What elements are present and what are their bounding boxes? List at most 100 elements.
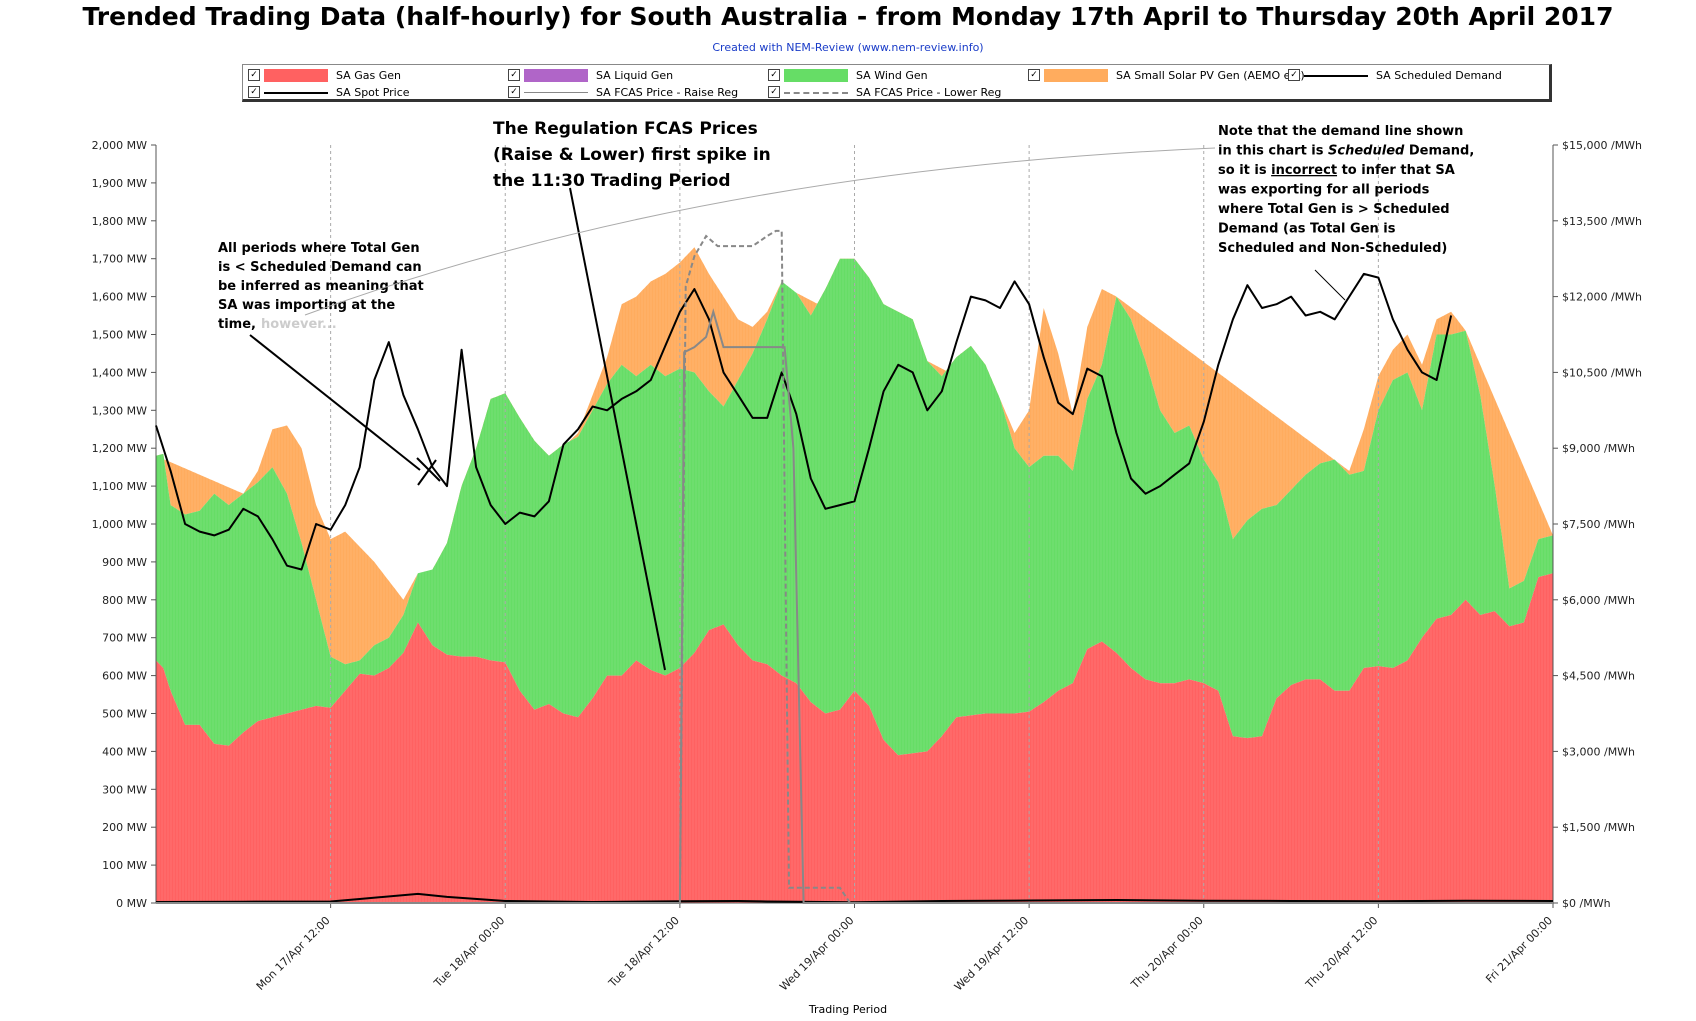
x-tick-label: Tue 18/Apr 00:00 xyxy=(431,914,508,991)
legend-swatch xyxy=(1304,69,1368,82)
legend-checkbox[interactable]: ✓ xyxy=(1028,69,1040,81)
annotation-note: Scheduled and Non-Scheduled) xyxy=(1218,241,1447,256)
annotation-importing: is < Scheduled Demand can xyxy=(218,260,422,275)
y-left-tick-label: 900 MW xyxy=(102,556,147,569)
annotation-importing-arrow xyxy=(249,334,421,471)
y-left-tick-label: 1,700 MW xyxy=(92,253,147,266)
legend-swatch xyxy=(264,68,328,82)
legend-item[interactable]: ✓ SA FCAS Price - Raise Reg xyxy=(508,84,738,100)
annotation-importing: be inferred as meaning that xyxy=(218,279,424,294)
legend-label: SA Scheduled Demand xyxy=(1376,68,1502,82)
annotation-note: was exporting for all periods xyxy=(1218,183,1430,198)
annotation-fcas-spike: the 11:30 Trading Period xyxy=(493,171,731,191)
legend-item[interactable]: ✓ SA Liquid Gen xyxy=(508,67,673,83)
y-left-tick-label: 1,200 MW xyxy=(92,442,147,455)
y-right-tick-label: $15,000 /MWh xyxy=(1562,139,1642,152)
legend-label: SA Gas Gen xyxy=(336,68,401,82)
x-tick-label: Wed 19/Apr 00:00 xyxy=(777,914,856,993)
series-line-fcas-raise xyxy=(156,308,1553,904)
y-left-tick-label: 1,400 MW xyxy=(92,366,147,379)
y-left-tick-label: 700 MW xyxy=(102,632,147,645)
y-left-tick-label: 300 MW xyxy=(102,783,147,796)
annotation-importing: time, xyxy=(218,317,256,332)
y-left-tick-label: 1,600 MW xyxy=(92,291,147,304)
y-right-tick-label: $1,500 /MWh xyxy=(1562,821,1635,834)
legend-swatch xyxy=(784,86,848,99)
annotation-note: Note that the demand line shown xyxy=(1218,124,1463,139)
annotation-importing: SA was importing at the xyxy=(218,298,395,313)
legend-checkbox[interactable]: ✓ xyxy=(508,86,520,98)
series-area-gas xyxy=(156,573,1553,903)
y-left-tick-label: 100 MW xyxy=(102,859,147,872)
legend-item[interactable]: ✓ SA Wind Gen xyxy=(768,67,928,83)
y-right-tick-label: $12,000 /MWh xyxy=(1562,291,1642,304)
series-line-demand xyxy=(155,272,1453,571)
chart-title: Trended Trading Data (half-hourly) for S… xyxy=(82,2,1614,31)
y-right-tick-label: $9,000 /MWh xyxy=(1562,442,1635,455)
legend-label: SA Liquid Gen xyxy=(596,68,674,82)
y-left-tick-label: 600 MW xyxy=(102,670,147,683)
x-tick-label: Thu 20/Apr 12:00 xyxy=(1303,914,1381,992)
y-left-tick-label: 200 MW xyxy=(102,821,147,834)
x-axis-label: Trading Period xyxy=(808,1003,888,1016)
y-right-tick-label: $6,000 /MWh xyxy=(1562,594,1635,607)
series-line-spot-price xyxy=(155,892,1554,904)
y-left-tick-label: 1,900 MW xyxy=(92,177,147,190)
annotation-importing: All periods where Total Gen xyxy=(218,241,420,256)
y-left-tick-label: 800 MW xyxy=(102,594,147,607)
y-right-tick-label: $10,500 /MWh xyxy=(1562,366,1642,379)
legend-checkbox[interactable]: ✓ xyxy=(248,86,260,98)
y-left-tick-label: 1,300 MW xyxy=(92,404,147,417)
y-right-tick-label: $3,000 /MWh xyxy=(1562,745,1635,758)
y-right-tick-label: $4,500 /MWh xyxy=(1562,670,1635,683)
y-left-tick-label: 1,000 MW xyxy=(92,518,147,531)
y-right-tick-label: $7,500 /MWh xyxy=(1562,518,1635,531)
legend-label: SA FCAS Price - Lower Reg xyxy=(856,85,1002,99)
annotation-importing-tail: however... xyxy=(261,317,337,332)
annotation-note: so it is incorrect to infer that SA xyxy=(1218,163,1455,178)
y-left-tick-label: 1,500 MW xyxy=(92,329,147,342)
legend-item[interactable]: ✓ SA FCAS Price - Lower Reg xyxy=(768,84,1001,100)
legend-item[interactable]: ✓ SA Scheduled Demand xyxy=(1288,67,1502,83)
legend-checkbox[interactable]: ✓ xyxy=(508,69,520,81)
y-left-tick-label: 1,100 MW xyxy=(92,480,147,493)
x-tick-label: Thu 20/Apr 00:00 xyxy=(1128,914,1206,992)
legend-checkbox[interactable]: ✓ xyxy=(1288,69,1300,81)
y-right-tick-label: $13,500 /MWh xyxy=(1562,215,1642,228)
x-tick-label: Tue 18/Apr 12:00 xyxy=(605,914,682,991)
y-left-tick-label: 500 MW xyxy=(102,708,147,721)
legend-checkbox[interactable]: ✓ xyxy=(248,69,260,81)
legend-item[interactable]: ✓ SA Spot Price xyxy=(248,84,410,100)
chart-subtitle[interactable]: Created with NEM-Review (www.nem-review.… xyxy=(712,41,984,54)
y-left-tick-label: 2,000 MW xyxy=(92,139,147,152)
legend-label: SA Small Solar PV Gen (AEMO est) xyxy=(1116,68,1305,82)
legend-swatch xyxy=(264,86,328,99)
legend-swatch xyxy=(784,68,848,82)
x-tick-label: Mon 17/Apr 12:00 xyxy=(254,914,333,993)
legend-label: SA Wind Gen xyxy=(856,68,928,82)
annotation-note: where Total Gen is > Scheduled xyxy=(1218,202,1450,217)
y-right-tick-label: $0 /MWh xyxy=(1562,897,1611,910)
legend-swatch xyxy=(524,68,588,82)
annotation-cross-mark xyxy=(417,459,437,486)
annotation-fcas-spike: The Regulation FCAS Prices xyxy=(493,119,758,139)
legend-label: SA FCAS Price - Raise Reg xyxy=(596,85,739,99)
y-left-tick-label: 1,800 MW xyxy=(92,215,147,228)
series-area-solar xyxy=(156,247,1553,665)
legend-item[interactable]: ✓ SA Small Solar PV Gen (AEMO est) xyxy=(1028,67,1305,83)
annotation-note-pointer xyxy=(1314,269,1346,301)
annotation-fcas-spike: (Raise & Lower) first spike in xyxy=(493,145,771,165)
annotation-note: in this chart is Scheduled Demand, xyxy=(1218,144,1474,159)
legend-item[interactable]: ✓ SA Gas Gen xyxy=(248,67,401,83)
annotation-note: Demand (as Total Gen is xyxy=(1218,222,1396,237)
legend-label: SA Spot Price xyxy=(336,85,410,99)
x-tick-label: Fri 21/Apr 00:00 xyxy=(1483,914,1555,986)
legend-swatch xyxy=(524,86,588,99)
y-left-tick-label: 400 MW xyxy=(102,745,147,758)
legend-checkbox[interactable]: ✓ xyxy=(768,69,780,81)
annotation-connector xyxy=(304,147,1216,316)
legend-checkbox[interactable]: ✓ xyxy=(768,86,780,98)
x-tick-label: Wed 19/Apr 12:00 xyxy=(952,914,1031,993)
legend: ✓ SA Gas Gen ✓ SA Liquid Gen ✓ SA Wind Gen ✓ SA… xyxy=(242,64,1552,102)
annotation-fcas-arrow xyxy=(569,187,666,671)
